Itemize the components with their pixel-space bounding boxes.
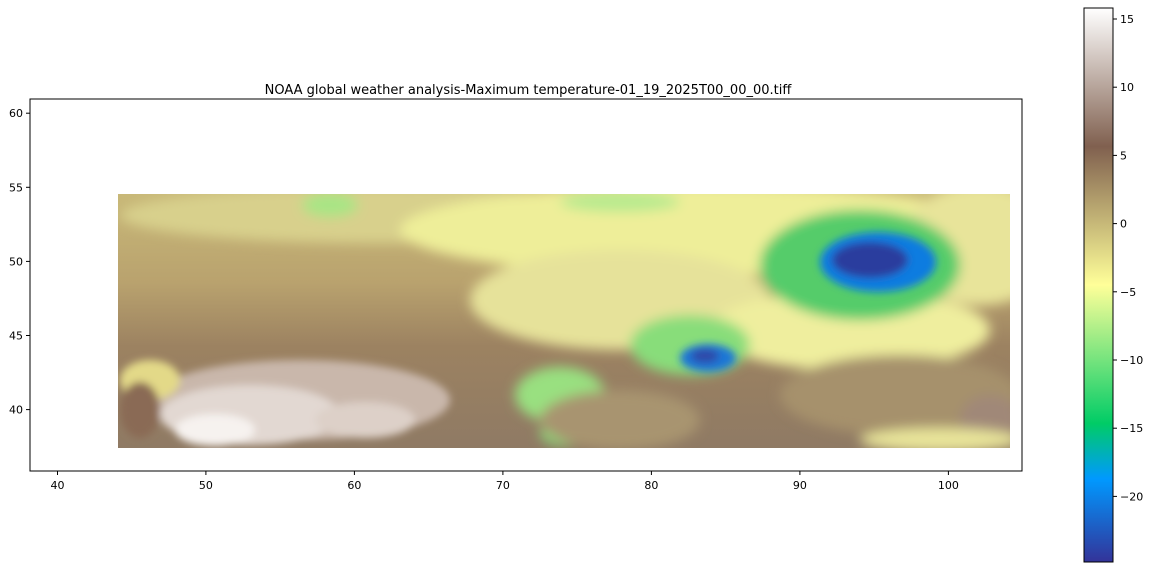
x-tick-label: 70 [496, 479, 510, 492]
colorbar-tick: 5 [1113, 149, 1127, 162]
y-tick: 50 [9, 255, 30, 268]
y-tick: 55 [9, 181, 30, 194]
colorbar-tick: −20 [1113, 490, 1143, 503]
colorbar: 15 10 5 0 −5 −10 −15 −20 [1083, 7, 1143, 563]
colorbar-tick-label: 5 [1120, 149, 1127, 162]
x-tick: 40 [51, 471, 65, 492]
colorbar-tick-label: 10 [1120, 81, 1134, 94]
colorbar-tick: −5 [1113, 286, 1136, 299]
x-tick-label: 50 [199, 479, 213, 492]
colorbar-tick-label: −5 [1120, 286, 1136, 299]
colorbar-gradient [1083, 7, 1114, 563]
y-tick-label: 45 [9, 330, 23, 343]
x-axis: 40 50 60 70 80 90 100 [51, 471, 959, 492]
x-tick: 70 [496, 471, 510, 492]
y-tick-label: 60 [9, 107, 23, 120]
x-tick-label: 90 [793, 479, 807, 492]
x-tick-label: 80 [644, 479, 658, 492]
colorbar-tick: 0 [1113, 218, 1127, 231]
x-tick: 50 [199, 471, 213, 492]
colorbar-tick: 15 [1113, 13, 1134, 26]
colorbar-tick-label: 15 [1120, 13, 1134, 26]
temperature-raster [118, 194, 1010, 448]
x-tick: 90 [793, 471, 807, 492]
y-tick-label: 40 [9, 404, 23, 417]
colorbar-tick-label: 0 [1120, 218, 1127, 231]
colorbar-tick-label: −15 [1120, 422, 1143, 435]
x-tick-label: 100 [938, 479, 959, 492]
y-tick-label: 50 [9, 255, 23, 268]
x-tick: 100 [938, 471, 959, 492]
y-axis: 40 45 50 55 60 [9, 107, 30, 417]
y-tick-label: 55 [9, 181, 23, 194]
y-tick: 45 [9, 330, 30, 343]
map-title: NOAA global weather analysis-Maximum tem… [265, 83, 793, 98]
colorbar-tick: 10 [1113, 81, 1134, 94]
colorbar-tick: −15 [1113, 422, 1143, 435]
y-tick: 60 [9, 107, 30, 120]
x-tick-label: 40 [51, 479, 65, 492]
y-tick: 40 [9, 404, 30, 417]
x-tick: 60 [347, 471, 361, 492]
colorbar-tick-label: −10 [1120, 354, 1143, 367]
colorbar-tick-label: −20 [1120, 490, 1143, 503]
x-tick-label: 60 [347, 479, 361, 492]
colorbar-tick: −10 [1113, 354, 1143, 367]
x-tick: 80 [644, 471, 658, 492]
